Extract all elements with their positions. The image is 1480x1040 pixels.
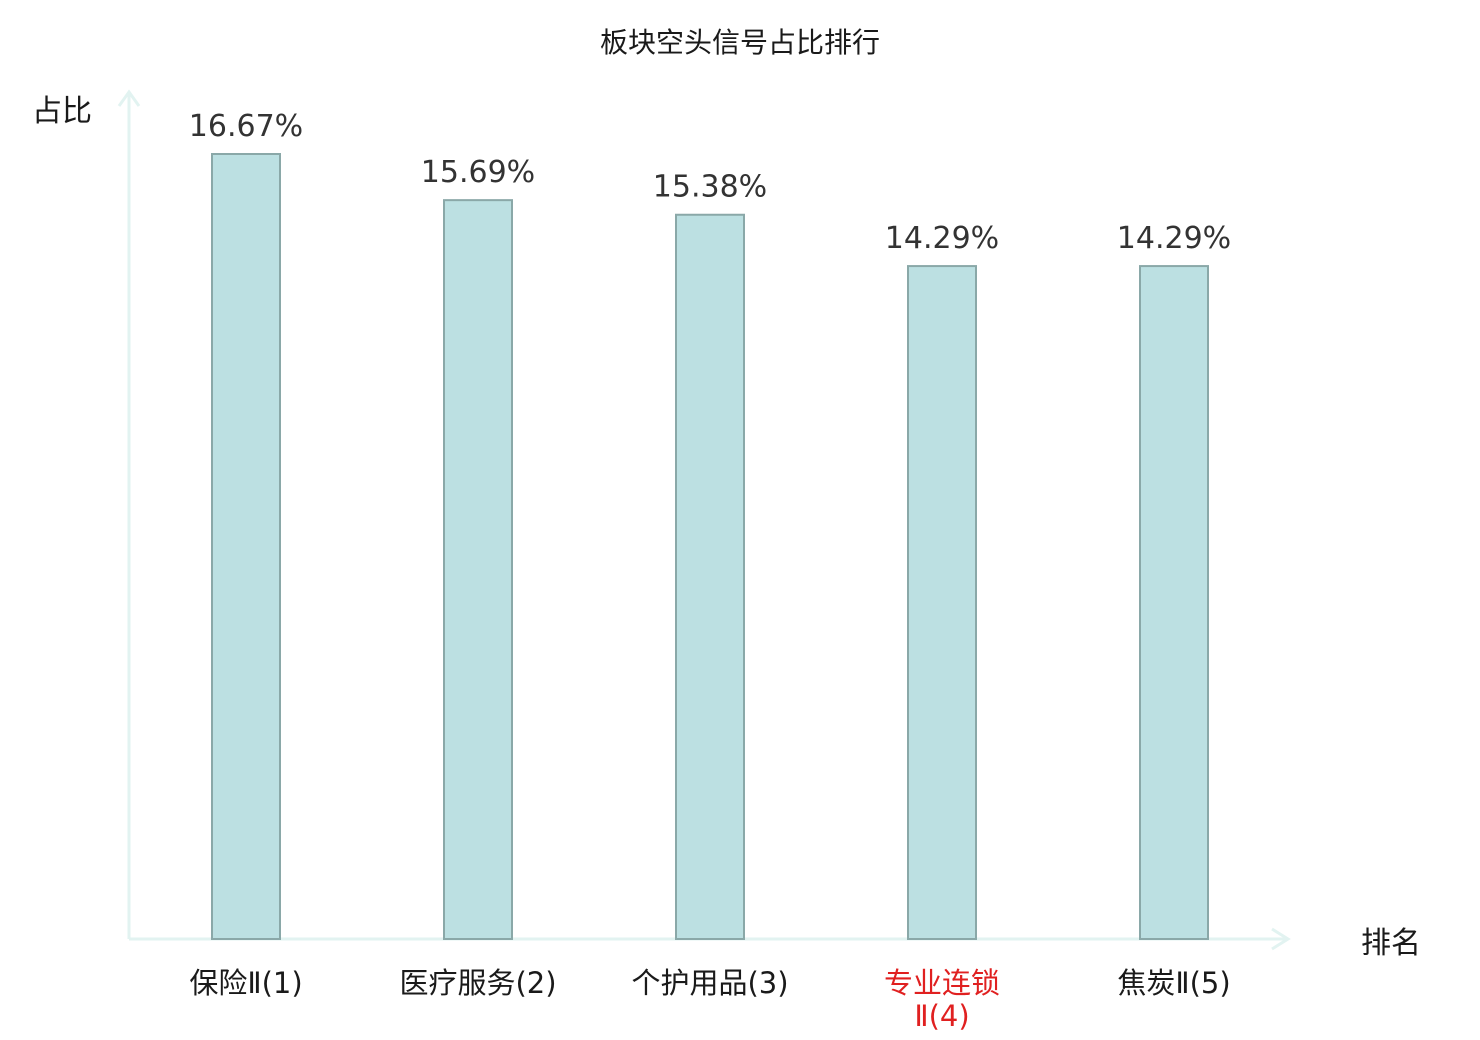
data-label-5: 14.29% [1117,221,1231,256]
chart-title: 板块空头信号占比排行 [600,26,880,59]
x-axis-title: 排名 [1361,926,1421,961]
bar-4 [907,265,977,941]
bar-5 [1139,265,1209,941]
value-labels: 16.67% 15.69% 15.38% 14.29% 14.29% [189,109,1231,256]
data-label-3: 15.38% [653,170,767,205]
x-tick-label-1: 保险Ⅱ(1) [189,966,302,1000]
x-tick-label-5: 焦炭Ⅱ(5) [1117,966,1230,1000]
bar-2 [443,199,513,941]
x-tick-label-4-line-1: 专业连锁 [884,966,1000,1000]
bar-1 [211,153,281,940]
x-axis-arrow-icon [1271,927,1291,951]
bar-3 [675,213,745,941]
y-axis-arrow-icon [117,89,141,107]
x-tick-label-2: 医疗服务(2) [399,966,556,1000]
y-axis-title: 占比 [32,94,92,129]
x-tick-label-4-line-2: Ⅱ(4) [914,999,969,1033]
x-tick-label-3: 个护用品(3) [631,966,788,1000]
bars [211,153,1209,941]
data-label-1: 16.67% [189,109,303,144]
data-label-2: 15.69% [421,155,535,190]
data-label-4: 14.29% [885,221,999,256]
